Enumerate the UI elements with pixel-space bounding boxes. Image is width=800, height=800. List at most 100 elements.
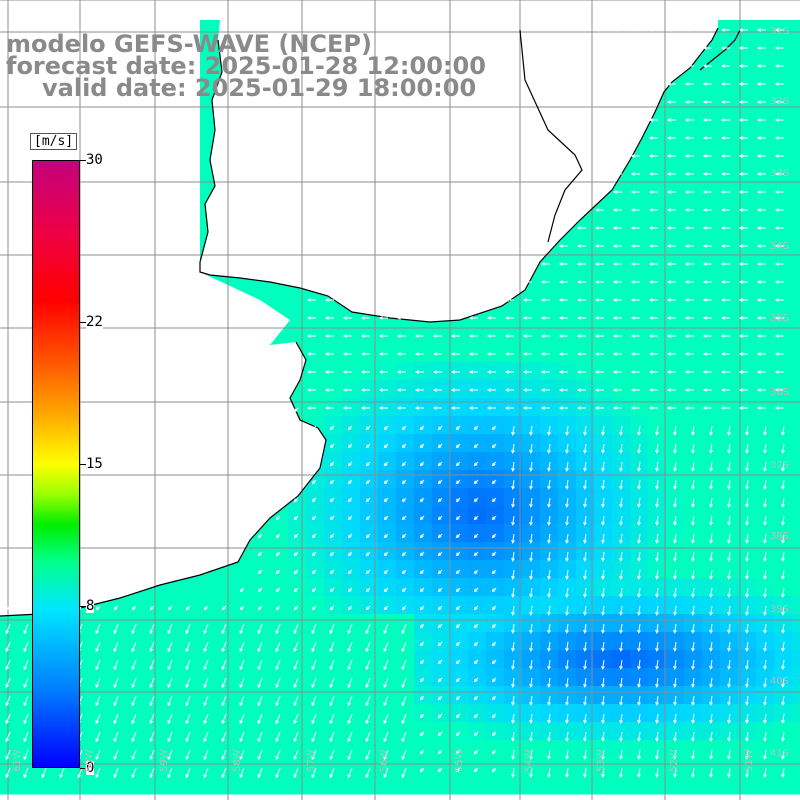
field-cell (774, 704, 793, 723)
field-cell (306, 758, 325, 777)
field-cell (270, 758, 289, 777)
wind-arrow (666, 136, 676, 140)
field-cell (738, 668, 757, 687)
field-cell (630, 254, 649, 273)
field-cell (792, 452, 800, 471)
field-cell (504, 488, 523, 507)
field-cell (720, 326, 739, 345)
wind-arrow (396, 388, 406, 392)
field-cell (594, 650, 613, 669)
wind-arrow (468, 316, 478, 320)
field-cell (504, 614, 523, 633)
wind-arrow (648, 388, 658, 392)
wind-arrow (666, 100, 676, 104)
field-cell (774, 632, 793, 651)
field-cell (396, 740, 415, 759)
field-cell (450, 344, 469, 363)
field-cell (612, 758, 631, 777)
wind-arrow (691, 533, 695, 544)
wind-arrow (756, 352, 766, 356)
wind-arrow (666, 118, 676, 122)
field-cell (756, 254, 775, 273)
wind-arrow (619, 569, 623, 580)
wind-arrow (763, 515, 767, 526)
wind-arrow (738, 262, 748, 266)
colorbar-tick-mark (80, 464, 86, 465)
field-cell (648, 344, 667, 363)
field-cell (630, 632, 649, 651)
field-cell (720, 596, 739, 615)
wind-arrow (702, 388, 712, 392)
wind-arrow (383, 677, 389, 689)
field-cell (468, 524, 487, 543)
field-cell (486, 740, 505, 759)
field-cell (162, 668, 181, 687)
wind-arrow (486, 352, 496, 356)
wind-arrow (396, 352, 406, 356)
field-cell (414, 380, 433, 399)
wind-arrow (396, 316, 406, 320)
wind-arrow (774, 406, 784, 410)
field-cell (702, 614, 721, 633)
wind-arrow (77, 767, 83, 779)
field-cell (720, 218, 739, 237)
wind-arrow (311, 659, 317, 671)
wind-arrow (529, 569, 533, 580)
field-cell (684, 650, 703, 669)
field-cell (342, 362, 361, 381)
field-cell (180, 578, 199, 597)
wind-arrow (329, 731, 335, 743)
wind-arrow (203, 623, 209, 635)
field-cell (144, 722, 163, 741)
field-cell (486, 488, 505, 507)
wind-arrow (774, 208, 784, 212)
field-cell (324, 776, 343, 795)
field-cell (378, 740, 397, 759)
wind-arrow (149, 767, 155, 779)
wind-arrow (763, 623, 767, 634)
wind-arrow (432, 316, 442, 320)
title-valid-date: valid date: 2025-01-29 18:00:00 (42, 74, 477, 102)
wind-arrow (347, 515, 353, 521)
wind-arrow (702, 226, 712, 230)
wind-arrow (576, 226, 586, 230)
field-cell (774, 200, 793, 219)
wind-arrow (203, 695, 209, 707)
wind-arrow (522, 226, 532, 230)
wind-arrow (558, 370, 568, 374)
wind-arrow (329, 551, 335, 557)
field-cell (234, 686, 253, 705)
field-cell (288, 290, 307, 309)
wind-arrow (383, 623, 389, 635)
field-cell (702, 434, 721, 453)
field-cell (558, 740, 577, 759)
field-cell (144, 596, 163, 615)
field-cell (396, 452, 415, 471)
wind-arrow (565, 587, 569, 598)
field-cell (486, 506, 505, 525)
field-cell (558, 506, 577, 525)
field-cell (270, 578, 289, 597)
field-cell (774, 452, 793, 471)
field-cell (792, 290, 800, 309)
wind-arrow (185, 623, 191, 635)
wind-arrow (167, 731, 173, 743)
field-cell (90, 650, 109, 669)
field-cell (360, 506, 379, 525)
wind-arrow (655, 461, 659, 472)
wind-arrow (601, 641, 605, 652)
wind-arrow (329, 623, 335, 635)
field-cell (756, 146, 775, 165)
field-cell (342, 380, 361, 399)
wind-arrow (131, 659, 137, 671)
wind-arrow (781, 641, 785, 652)
latitude-label: 37S (770, 460, 790, 471)
wind-arrow (630, 172, 640, 176)
field-cell (468, 344, 487, 363)
field-cell (576, 218, 595, 237)
wind-arrow (709, 425, 713, 436)
field-cell (720, 308, 739, 327)
wind-arrow (504, 316, 514, 320)
wind-arrow (691, 623, 695, 634)
wind-arrow (167, 749, 173, 761)
